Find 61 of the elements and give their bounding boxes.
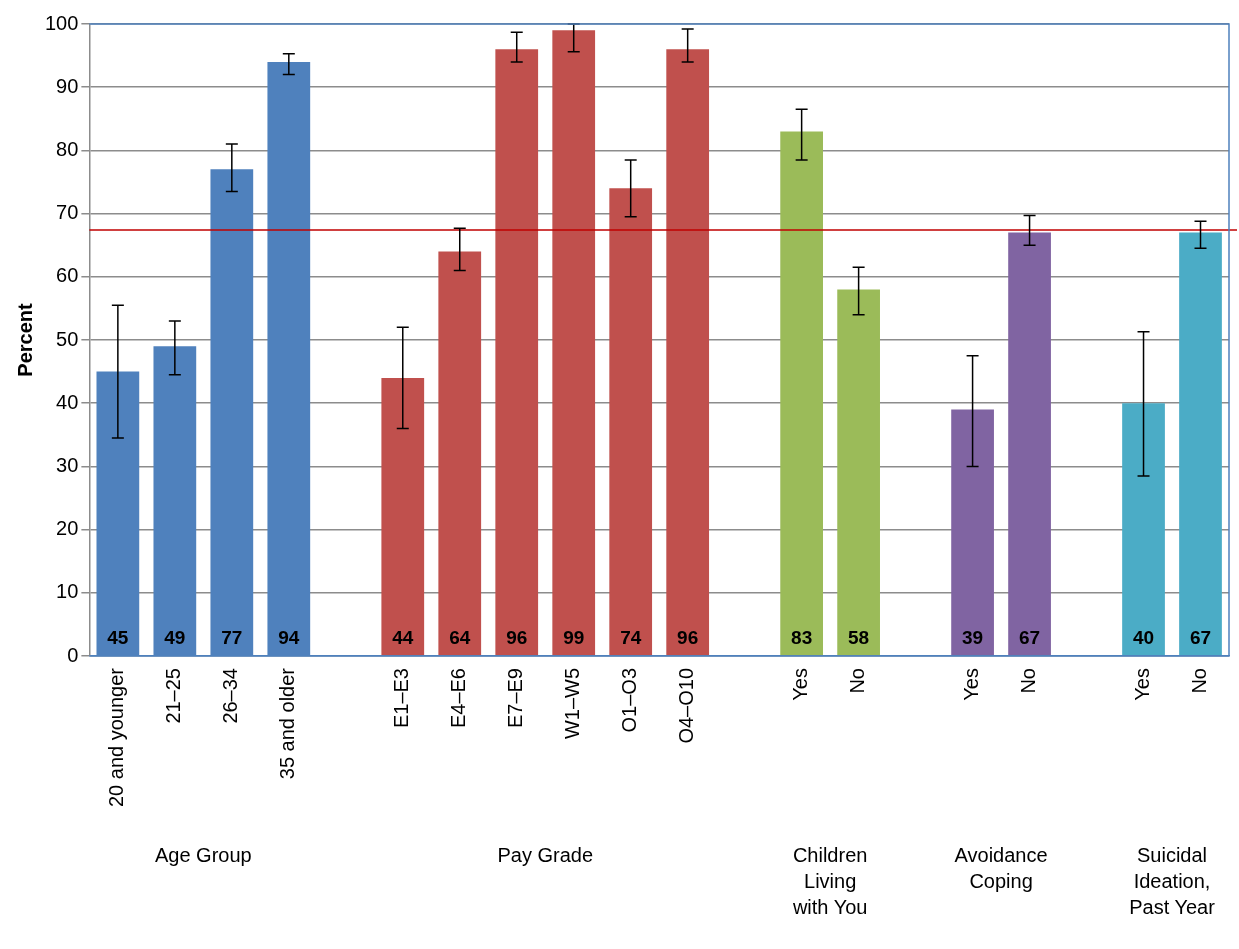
y-tick-label: 20 xyxy=(56,517,79,540)
x-tick-label: No xyxy=(846,668,869,694)
x-tick-label: 26–34 xyxy=(219,668,242,724)
data-label: 49 xyxy=(164,626,186,648)
y-tick-label: 90 xyxy=(56,74,79,97)
bar xyxy=(609,188,653,656)
data-label: 96 xyxy=(506,626,528,648)
bar xyxy=(1008,232,1051,656)
x-tick-label: 20 and younger xyxy=(105,667,128,808)
bar xyxy=(1122,403,1165,656)
x-tick-label: E7–E9 xyxy=(504,668,527,729)
x-tick-label: Yes xyxy=(960,668,983,701)
data-label: 94 xyxy=(278,626,300,648)
text: Avoidance Coping xyxy=(954,843,1048,892)
data-label: 99 xyxy=(563,626,585,648)
y-tick-label: 10 xyxy=(56,580,79,603)
data-label: 83 xyxy=(791,626,813,648)
data-label: 40 xyxy=(1132,626,1155,648)
x-tick-label: No xyxy=(1017,668,1040,694)
data-label: 74 xyxy=(620,626,642,648)
x-tick-label: 21–25 xyxy=(162,668,185,724)
x-tick-label: 35 and older xyxy=(276,667,299,780)
y-tick-label: 100 xyxy=(44,11,79,34)
y-tick-label: 80 xyxy=(56,137,79,160)
bar xyxy=(780,131,824,656)
data-label: 58 xyxy=(848,626,870,648)
y-tick-label: 30 xyxy=(56,453,79,476)
bar xyxy=(837,289,880,656)
data-label: 67 xyxy=(1189,626,1212,648)
data-label: 67 xyxy=(1018,626,1041,648)
bar xyxy=(438,251,482,656)
x-tick-label: Yes xyxy=(1131,668,1154,701)
data-label: 64 xyxy=(449,626,471,648)
x-tick-label: W1–W5 xyxy=(561,668,584,740)
y-axis-title: Percent xyxy=(13,302,36,377)
x-tick-label: E1–E3 xyxy=(390,668,413,729)
y-tick-label: 50 xyxy=(56,327,79,350)
bar xyxy=(495,49,539,656)
data-label: 39 xyxy=(962,626,984,648)
text: Pay Grade xyxy=(497,843,594,866)
x-tick-label: O4–O10 xyxy=(675,668,698,744)
text: Suicidal Ideation, Past Year xyxy=(1129,843,1216,918)
y-tick-label: 70 xyxy=(56,201,79,224)
bar xyxy=(951,409,994,656)
x-tick-label: No xyxy=(1188,668,1211,694)
data-label: 96 xyxy=(677,626,699,648)
text: Age Group xyxy=(154,843,252,866)
y-tick-label: 40 xyxy=(56,390,79,413)
y-tick-label: 60 xyxy=(56,264,79,287)
data-label: 44 xyxy=(392,626,414,648)
text: Children Living with You xyxy=(791,843,868,918)
x-tick-label: Yes xyxy=(789,668,812,701)
x-tick-label: O1–O3 xyxy=(618,668,641,733)
data-label: 45 xyxy=(107,626,129,648)
bar xyxy=(552,30,596,656)
bar xyxy=(1179,232,1222,656)
x-tick-label: E4–E6 xyxy=(447,668,470,729)
bar xyxy=(381,377,425,656)
y-tick-label: 0 xyxy=(67,643,79,666)
data-label: 77 xyxy=(221,626,243,648)
bar xyxy=(666,49,710,656)
